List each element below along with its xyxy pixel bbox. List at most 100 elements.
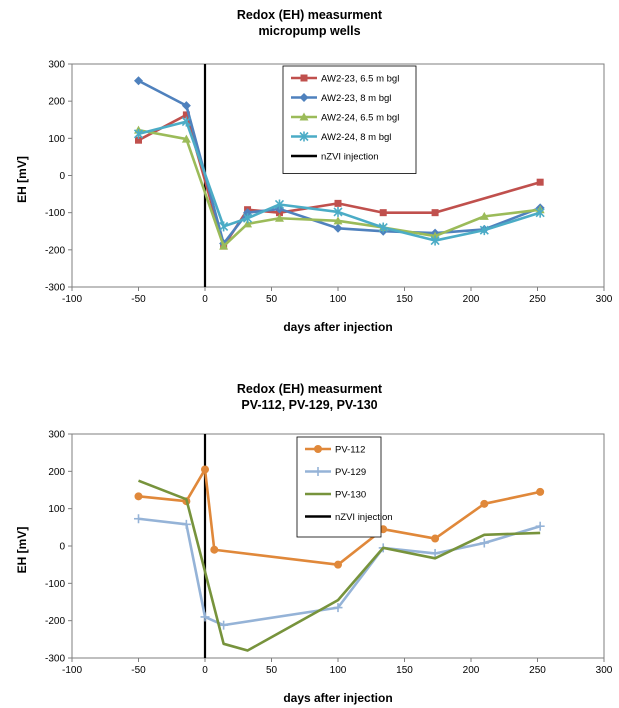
legend-marker (313, 467, 323, 476)
chart-subtitle: micropump wells (258, 24, 361, 38)
data-point (219, 241, 229, 250)
x-tick-label: 300 (596, 665, 613, 676)
legend-item: AW2-23, 6.5 m bgl (291, 74, 399, 85)
y-axis-title: EH [mV] (15, 527, 29, 574)
legend-label: AW2-24, 8 m bgl (321, 132, 391, 143)
x-tick-label: 300 (596, 294, 613, 305)
legend-box (296, 436, 382, 538)
data-point (480, 499, 489, 508)
legend-item: nZVI injection (291, 152, 379, 163)
data-point (333, 223, 343, 233)
x-tick-label: 0 (202, 665, 208, 676)
y-tick-label: 300 (48, 60, 65, 71)
y-tick-label: -200 (45, 245, 65, 256)
data-point (135, 136, 142, 144)
legend-label: AW2-23, 6.5 m bgl (321, 74, 399, 85)
x-tick-label: 150 (396, 665, 413, 676)
legend-item: PV-112 (305, 445, 365, 456)
chart-title: Redox (EH) measurment (236, 382, 383, 396)
data-point (535, 207, 545, 218)
series-pv-130 (138, 479, 541, 652)
data-point (201, 465, 209, 474)
x-tick-label: 50 (266, 665, 278, 676)
legend-marker (299, 112, 309, 121)
legend-label: nZVI injection (321, 152, 379, 163)
legend-item: PV-130 (305, 490, 366, 501)
legend: PV-112 PV-129 PV-130 nZVI injection (296, 436, 393, 538)
y-tick-label: 100 (48, 134, 65, 145)
y-tick-label: -300 (45, 283, 65, 294)
legend-item: AW2-24, 8 m bgl (291, 131, 391, 143)
x-axis-title: days after injection (283, 320, 392, 334)
legend-label: nZVI injection (335, 512, 393, 523)
data-point (333, 603, 343, 613)
legend-label: PV-112 (335, 445, 365, 456)
data-point (219, 221, 229, 232)
data-point (333, 216, 343, 225)
data-point (333, 206, 343, 217)
y-tick-label: 200 (48, 467, 65, 478)
data-point (133, 128, 144, 139)
data-point (379, 209, 387, 217)
series-line (138, 128, 541, 248)
data-point (242, 213, 253, 224)
chart-micropump-wells: Redox (EH) measurment micropump wells 30… (0, 0, 619, 345)
legend-label: AW2-24, 6.5 m bgl (321, 113, 399, 124)
data-point (334, 560, 342, 569)
y-tick-label: 0 (59, 542, 65, 553)
data-point (200, 612, 210, 622)
legend-label: PV-129 (335, 467, 366, 478)
data-point (134, 492, 143, 501)
data-point (535, 521, 545, 531)
x-tick-label: 200 (463, 665, 480, 676)
legend-marker (300, 74, 308, 82)
data-point (479, 538, 489, 548)
legend-item: AW2-24, 6.5 m bgl (291, 112, 399, 124)
legend-marker (314, 445, 322, 453)
data-point (181, 134, 191, 143)
x-tick-label: -100 (62, 665, 82, 676)
data-point (431, 534, 440, 543)
chart-title: Redox (EH) measurment (236, 8, 383, 22)
legend-marker (299, 131, 309, 142)
x-tick-label: 50 (266, 294, 278, 305)
x-tick-label: 200 (463, 294, 480, 305)
series-line (138, 479, 541, 652)
y-tick-label: 200 (48, 97, 65, 108)
x-tick-label: -50 (131, 665, 146, 676)
legend-item: AW2-23, 8 m bgl (291, 93, 391, 104)
data-point (536, 178, 544, 186)
data-point (479, 211, 489, 220)
data-point (243, 219, 253, 228)
x-tick-label: 150 (396, 294, 413, 305)
data-point (181, 519, 191, 529)
legend-item: nZVI injection (305, 512, 393, 523)
x-tick-label: 250 (529, 665, 546, 676)
data-point (134, 514, 143, 524)
data-point (430, 548, 440, 558)
data-point (479, 225, 489, 236)
data-point (274, 199, 285, 210)
data-point (536, 487, 545, 496)
legend-label: PV-130 (335, 490, 366, 501)
data-point (134, 76, 143, 86)
x-tick-label: 100 (330, 294, 347, 305)
chart-subtitle: PV-112, PV-129, PV-130 (241, 398, 378, 412)
y-tick-label: -200 (45, 616, 65, 627)
data-point (430, 235, 440, 246)
legend-label: AW2-23, 8 m bgl (321, 93, 391, 104)
data-point (219, 620, 229, 630)
data-point (182, 111, 190, 119)
legend: AW2-23, 6.5 m bgl AW2-23, 8 m bgl AW2-24, … (282, 65, 417, 174)
x-tick-label: -50 (131, 294, 146, 305)
y-tick-label: -300 (45, 654, 65, 665)
x-tick-label: 0 (202, 294, 208, 305)
data-point (274, 213, 284, 222)
x-tick-label: 100 (330, 665, 347, 676)
series-aw2-24-8-m-bgl (133, 116, 545, 246)
y-tick-label: -100 (45, 208, 65, 219)
y-tick-label: 0 (59, 171, 65, 182)
x-axis-title: days after injection (283, 691, 392, 705)
